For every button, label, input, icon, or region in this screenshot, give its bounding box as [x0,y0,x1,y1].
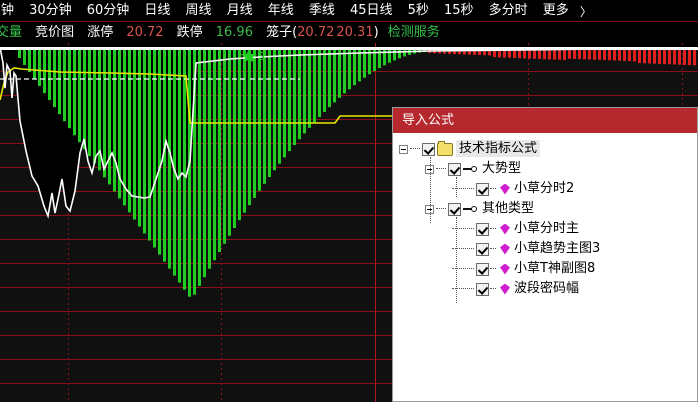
tree-node-checkbox[interactable] [448,162,461,176]
gem-icon [500,183,510,195]
tree-leaf-connector [490,288,496,290]
tree-node-checkbox[interactable] [422,142,435,156]
tree-connector-line [410,148,420,150]
tree-node-trend-type[interactable]: 大势型 [399,159,697,179]
volume-tab[interactable]: 交量 [0,25,23,40]
tree-vline-root [430,157,431,223]
tree-node-label: 小草T神副图8 [514,261,596,276]
tree-connector-line [452,288,474,290]
tree-node-checkbox[interactable] [476,182,489,196]
period-yearly[interactable]: 年线 [267,3,294,18]
gem-icon [500,283,510,295]
quote-toolbar: 交量 竞价图 涨停 20.72 跌停 16.96 笼子(20.72 20.31) … [0,23,698,43]
dialog-body[interactable]: 技术指标公式大势型小草分时2 其他类型小草分时主小草趋势主图3 小草T神副图8 波段密… [393,133,697,401]
tree-connector-line [436,208,446,210]
period-minute-partial[interactable]: 钟 [1,3,15,18]
tree-leaf-connector [490,228,496,230]
limit-up-label: 涨停 [87,25,114,40]
tree-node-xiaocao-trend-main-3[interactable]: 小草趋势主图3 [399,239,697,259]
tree-node-xiaocao-intraday-main[interactable]: 小草分时主 [399,219,697,239]
tree-node-label: 小草趋势主图3 [514,241,601,256]
buy-signal-label: S [258,50,265,63]
limit-down-value: 16.96 [215,25,253,40]
tree-node-label: 大势型 [482,161,522,176]
chevron-right-icon[interactable]: 〉 [579,5,592,19]
tree-connector-line [452,188,474,190]
tree-node-swing-code-amplitude[interactable]: 波段密码幅 [399,279,697,299]
tree-leaf-connector [490,188,496,190]
tree-vline-trend [456,177,457,197]
import-formula-dialog[interactable]: 导入公式 技术指标公式大势型小草分时2 其他类型小草分时主小草趋势主图3 小草T神副… [392,107,698,402]
limit-down-label: 跌停 [176,25,203,40]
period-quarterly[interactable]: 季线 [308,3,335,18]
tree-expander-minus-icon[interactable] [425,204,434,214]
tree-expander-minus-icon[interactable] [399,144,408,154]
tree-node-label: 小草分时2 [514,181,575,196]
tree-expander-minus-icon[interactable] [425,164,434,174]
period-multi-intraday[interactable]: 多分时 [488,3,528,18]
key-icon [463,204,479,214]
period-30min[interactable]: 30分钟 [29,3,72,18]
period-weekly[interactable]: 周线 [185,3,212,18]
tree-node-checkbox[interactable] [476,222,489,236]
period-daily[interactable]: 日线 [144,3,171,18]
dialog-titlebar[interactable]: 导入公式 [393,108,697,133]
gem-icon [500,243,510,255]
limit-up-value: 20.72 [126,25,164,40]
tree-node-label: 小草分时主 [514,221,580,236]
tree-leaf-connector [490,268,496,270]
volume-bars-green [18,48,426,297]
cage-close-paren: ) [373,25,379,40]
tree-leaf-connector [490,248,496,250]
tree-node-technical-indicator-formulas[interactable]: 技术指标公式 [399,139,697,159]
buy-signal-marker: S [241,49,265,63]
tree-connector-line [436,168,446,170]
tree-node-checkbox[interactable] [476,262,489,276]
chart-top-gap [0,43,698,48]
tree-connector-line [452,248,474,250]
price-line [0,46,698,219]
tree-node-label: 波段密码幅 [514,281,580,296]
tree-node-label: 其他类型 [482,201,535,216]
tree-connector-line [452,268,474,270]
key-icon [463,164,479,174]
period-toolbar: 钟 30分钟 60分钟 日线 周线 月线 年线 季线 45日线 5秒 15秒 多… [0,0,698,22]
period-more[interactable]: 更多 [542,3,569,18]
cage-value-1: 20.72 [297,25,335,40]
tree-connector-line [452,228,474,230]
tree-node-xiaocao-t-sub-8[interactable]: 小草T神副图8 [399,259,697,279]
volume-bars-red [428,50,696,66]
period-monthly[interactable]: 月线 [226,3,253,18]
period-45day[interactable]: 45日线 [349,3,393,18]
tree-node-checkbox[interactable] [476,242,489,256]
detection-service-link[interactable]: 检测服务 [387,25,440,40]
tree-node-xiaocao-intraday-2[interactable]: 小草分时2 [399,179,697,199]
gem-icon [500,223,510,235]
auction-chart-tab[interactable]: 竞价图 [35,25,75,40]
gem-icon [500,263,510,275]
cage-label: 笼子 [266,25,293,40]
cage-open-paren: ( [292,25,298,40]
formula-tree[interactable]: 技术指标公式大势型小草分时2 其他类型小草分时主小草趋势主图3 小草T神副图8 波段密… [399,139,697,303]
tree-node-label: 技术指标公式 [456,140,541,157]
dialog-title: 导入公式 [402,113,455,128]
period-60min[interactable]: 60分钟 [86,3,130,18]
folder-icon [437,140,453,156]
tree-vline-other [456,217,457,303]
cage-value-2: 20.31 [336,25,374,40]
tree-node-checkbox[interactable] [448,202,461,216]
period-5sec[interactable]: 5秒 [407,3,429,18]
period-15sec[interactable]: 15秒 [443,3,474,18]
tree-node-checkbox[interactable] [476,282,489,296]
tree-node-other-type[interactable]: 其他类型 [399,199,697,219]
